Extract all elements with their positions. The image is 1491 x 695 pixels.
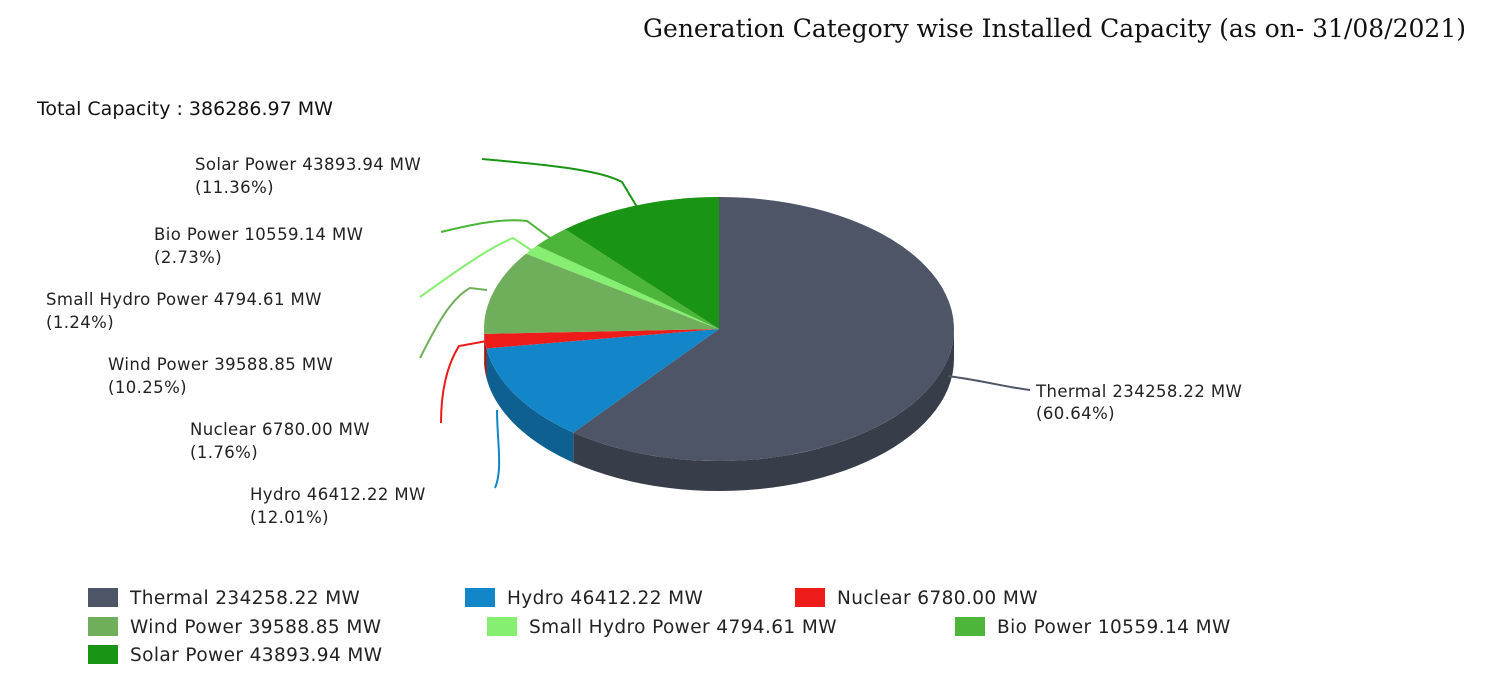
- legend-label-hydro: Hydro 46412.22 MW: [507, 588, 703, 609]
- connector-hydro: [494, 409, 501, 489]
- legend-swatch-wind: [88, 617, 118, 636]
- legend-swatch-thermal: [88, 588, 118, 607]
- legend-swatch-hydro: [465, 588, 495, 607]
- legend-label-solar: Solar Power 43893.94 MW: [130, 645, 382, 666]
- slice-label-hydro-percent: (12.01%): [250, 508, 329, 527]
- slice-label-solar-percent: (11.36%): [195, 178, 274, 197]
- legend-swatch-nuclear: [795, 588, 825, 607]
- slice-label-nuclear-percent: (1.76%): [190, 443, 258, 462]
- pie-slice-thermal[interactable]: [573, 197, 954, 461]
- total-capacity: Total Capacity : 386286.97 MW: [36, 98, 333, 120]
- label-connectors: [419, 158, 1031, 489]
- pie-slice-wind-power[interactable]: [484, 253, 719, 334]
- legend-swatch-small-hydro: [487, 617, 517, 636]
- connector-solar-power: [481, 158, 638, 208]
- legend-swatch-solar: [88, 645, 118, 664]
- legend-label-small-hydro: Small Hydro Power 4794.61 MW: [529, 617, 837, 638]
- legend-swatch-bio: [955, 617, 985, 636]
- slice-label-hydro-value: Hydro 46412.22 MW: [250, 485, 426, 504]
- connector-nuclear: [440, 340, 488, 424]
- pie-side-nuclear: [484, 333, 487, 379]
- pie-side-hydro: [486, 348, 574, 463]
- slice-label-wind-percent: (10.25%): [108, 378, 187, 397]
- legend-label-bio: Bio Power 10559.14 MW: [997, 617, 1231, 638]
- legend-label-nuclear: Nuclear 6780.00 MW: [837, 588, 1038, 609]
- pie-top-face: [484, 197, 954, 461]
- connector-thermal: [947, 375, 1031, 391]
- connector-small-hydro-power: [419, 236, 535, 298]
- pie-side-thermal: [573, 329, 954, 491]
- slice-label-nuclear-value: Nuclear 6780.00 MW: [190, 420, 370, 439]
- pie-3d-side: [484, 329, 954, 491]
- pie-slice-nuclear[interactable]: [484, 329, 719, 349]
- slice-labels: Thermal 234258.22 MW (60.64%) Hydro 4641…: [46, 155, 1242, 527]
- slice-label-small-hydro-percent: (1.24%): [46, 313, 114, 332]
- chart-title: Generation Category wise Installed Capac…: [643, 14, 1466, 43]
- legend-label-thermal: Thermal 234258.22 MW: [129, 588, 360, 609]
- pie-slice-solar-power[interactable]: [565, 197, 719, 329]
- connector-bio-power: [440, 219, 551, 239]
- slice-label-solar-value: Solar Power 43893.94 MW: [195, 155, 421, 174]
- pie-slice-hydro[interactable]: [486, 329, 719, 433]
- legend: Thermal 234258.22 MW Hydro 46412.22 MW N…: [88, 588, 1231, 666]
- slice-label-thermal-value: Thermal 234258.22 MW: [1035, 382, 1242, 401]
- slice-label-thermal-percent: (60.64%): [1036, 404, 1115, 423]
- slice-label-wind-value: Wind Power 39588.85 MW: [108, 355, 333, 374]
- slice-label-bio-value: Bio Power 10559.14 MW: [154, 225, 363, 244]
- pie-slice-bio-power[interactable]: [537, 229, 719, 329]
- slice-label-small-hydro-value: Small Hydro Power 4794.61 MW: [46, 290, 322, 309]
- connector-wind-power: [419, 286, 488, 359]
- slice-label-bio-percent: (2.73%): [154, 248, 222, 267]
- legend-label-wind: Wind Power 39588.85 MW: [130, 617, 381, 638]
- pie-slice-small-hydro-power[interactable]: [525, 245, 719, 329]
